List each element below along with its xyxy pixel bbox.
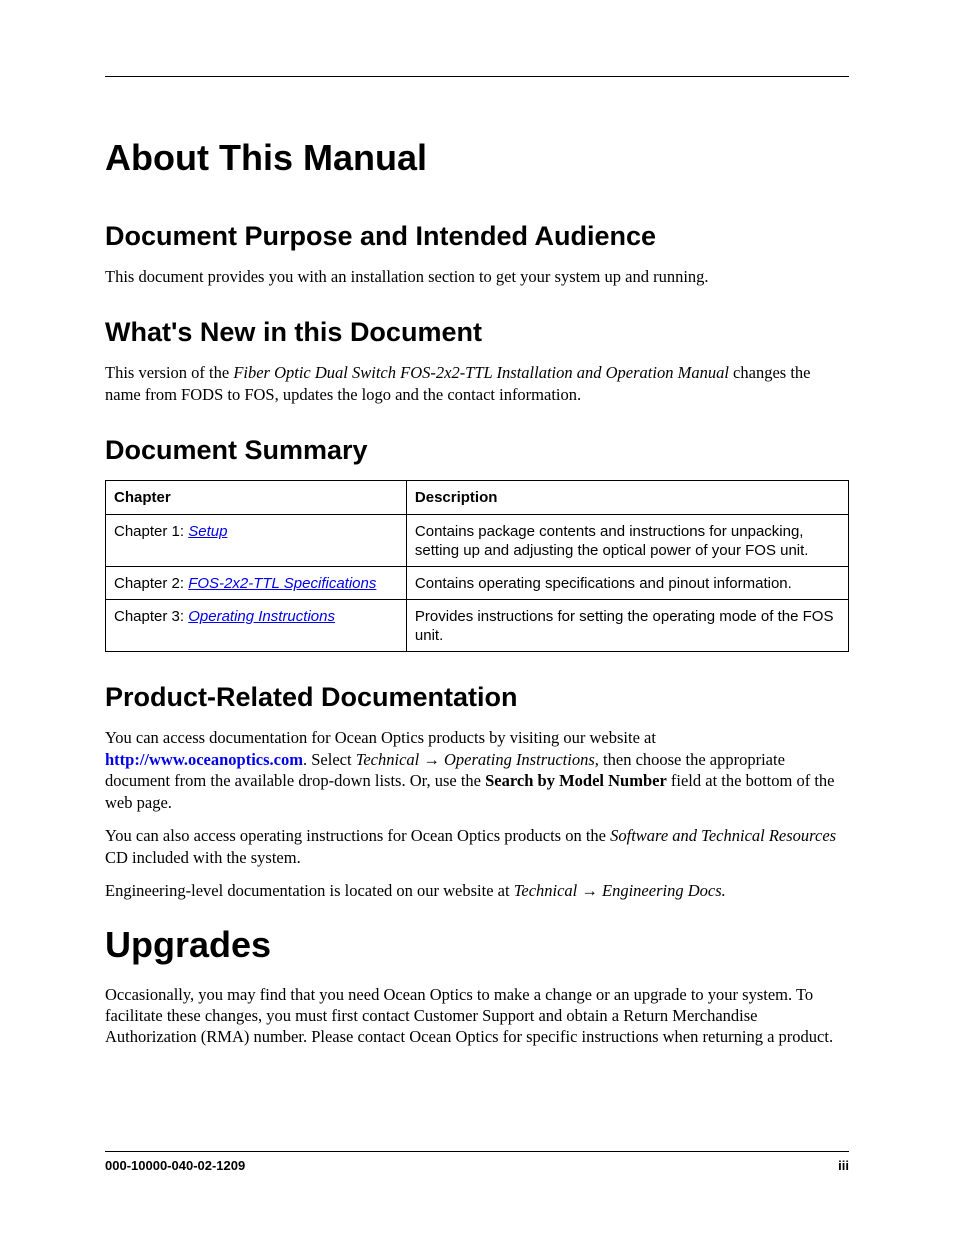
table-cell-description: Contains package contents and instructio… xyxy=(406,514,848,566)
footer-pagenum: iii xyxy=(838,1158,849,1173)
table-cell-chapter: Chapter 1: Setup xyxy=(106,514,407,566)
text-related2-italic: Software and Technical Resources xyxy=(610,826,836,845)
summary-table: Chapter Description Chapter 1: Setup Con… xyxy=(105,480,849,652)
heading-about-this-manual: About This Manual xyxy=(105,137,849,179)
table-row: Chapter 3: Operating Instructions Provid… xyxy=(106,600,849,652)
paragraph-whats-new: This version of the Fiber Optic Dual Swi… xyxy=(105,362,849,405)
paragraph-related-1: You can access documentation for Ocean O… xyxy=(105,727,849,813)
table-header-description: Description xyxy=(406,481,848,514)
text-related3-pre: Engineering-level documentation is locat… xyxy=(105,881,514,900)
chapter-link-setup[interactable]: Setup xyxy=(188,523,227,540)
text-related-pre: You can access documentation for Ocean O… xyxy=(105,728,656,747)
page-footer: 000-10000-040-02-1209 iii xyxy=(105,1151,849,1173)
text-related2-pre: You can also access operating instructio… xyxy=(105,826,610,845)
table-header-row: Chapter Description xyxy=(106,481,849,514)
heading-document-purpose: Document Purpose and Intended Audience xyxy=(105,221,849,252)
chapter-prefix: Chapter 1: xyxy=(114,523,188,540)
text-whatsnew-title: Fiber Optic Dual Switch FOS-2x2-TTL Inst… xyxy=(233,363,729,382)
text-whatsnew-pre: This version of the xyxy=(105,363,233,382)
paragraph-related-2: You can also access operating instructio… xyxy=(105,825,849,868)
heading-document-summary: Document Summary xyxy=(105,435,849,466)
footer-row: 000-10000-040-02-1209 iii xyxy=(105,1158,849,1173)
chapter-link-specifications[interactable]: FOS-2x2-TTL Specifications xyxy=(188,575,376,592)
text-related2-post: CD included with the system. xyxy=(105,848,301,867)
table-header-chapter: Chapter xyxy=(106,481,407,514)
text-search-by-model: Search by Model Number xyxy=(485,771,667,790)
chapter-prefix: Chapter 2: xyxy=(114,575,188,592)
heading-upgrades: Upgrades xyxy=(105,924,849,966)
table-row: Chapter 1: Setup Contains package conten… xyxy=(106,514,849,566)
paragraph-upgrades: Occasionally, you may find that you need… xyxy=(105,984,849,1048)
heading-whats-new: What's New in this Document xyxy=(105,317,849,348)
chapter-link-operating-instructions[interactable]: Operating Instructions xyxy=(188,608,335,625)
page-content: About This Manual Document Purpose and I… xyxy=(105,76,849,1175)
table-cell-description: Contains operating specifications and pi… xyxy=(406,566,848,599)
paragraph-related-3: Engineering-level documentation is locat… xyxy=(105,880,849,901)
footer-docnum: 000-10000-040-02-1209 xyxy=(105,1158,245,1173)
table-row: Chapter 2: FOS-2x2-TTL Specifications Co… xyxy=(106,566,849,599)
text-related-nav1: Technical → Operating Instructions xyxy=(356,750,595,769)
text-related-mid1: . Select xyxy=(303,750,356,769)
table-cell-chapter: Chapter 3: Operating Instructions xyxy=(106,600,407,652)
text-related3-italic: Technical → Engineering Docs. xyxy=(514,881,726,900)
top-rule xyxy=(105,76,849,77)
chapter-prefix: Chapter 3: xyxy=(114,608,188,625)
link-oceanoptics[interactable]: http://www.oceanoptics.com xyxy=(105,750,303,769)
table-cell-chapter: Chapter 2: FOS-2x2-TTL Specifications xyxy=(106,566,407,599)
table-cell-description: Provides instructions for setting the op… xyxy=(406,600,848,652)
heading-product-related: Product-Related Documentation xyxy=(105,682,849,713)
paragraph-purpose: This document provides you with an insta… xyxy=(105,266,849,287)
footer-rule xyxy=(105,1151,849,1152)
